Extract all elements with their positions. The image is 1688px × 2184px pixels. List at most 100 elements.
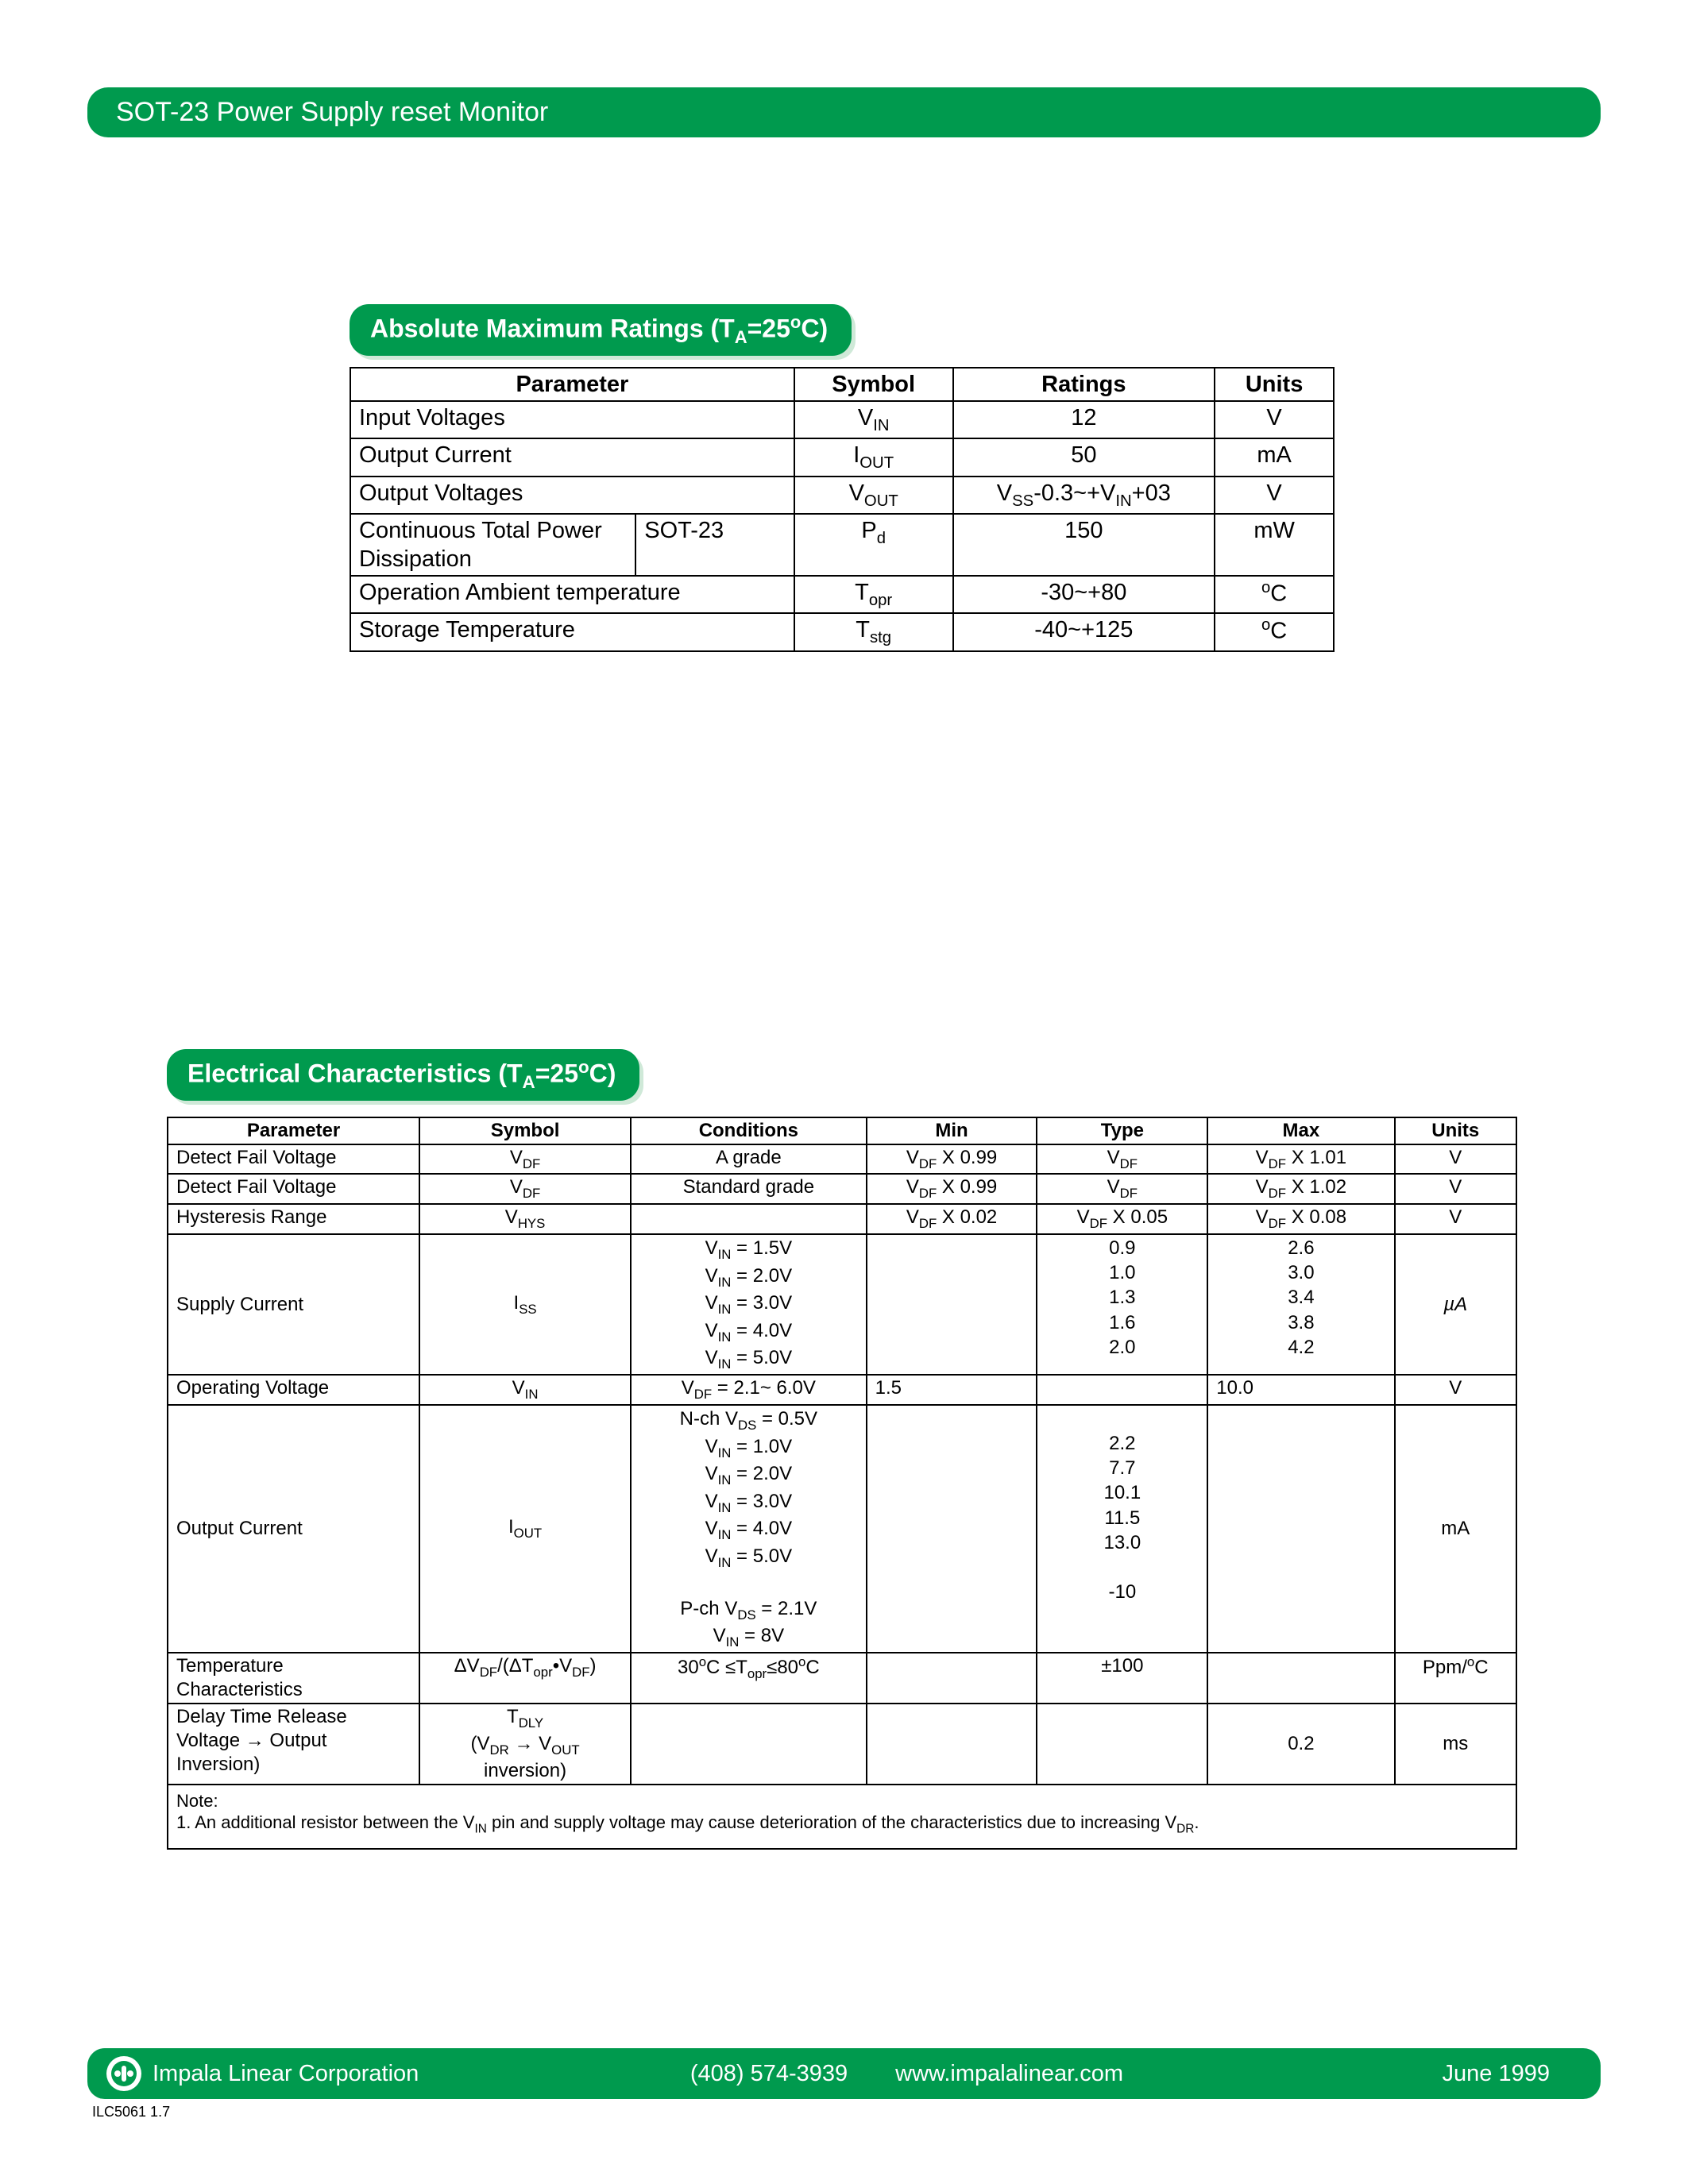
footer-url: www.impalalinear.com [895, 2061, 1123, 2087]
cell-unit: V [1395, 1375, 1517, 1405]
cell-symbol: IOUT [419, 1405, 631, 1653]
cell-min [867, 1405, 1037, 1653]
cell-symbol: VHYS [419, 1204, 631, 1234]
cell-max [1207, 1653, 1394, 1704]
company-name: Impala Linear Corporation [153, 2061, 419, 2087]
cell-symbol: VIN [794, 401, 953, 438]
cell-max: VDF X 1.02 [1207, 1174, 1394, 1204]
table-row: Continuous Total Power Dissipation SOT-2… [350, 514, 1334, 577]
cell-min [867, 1704, 1037, 1785]
cell-max: 0.2 [1207, 1704, 1394, 1785]
section2-header: Electrical Characteristics (TA=25oC) [167, 1049, 639, 1101]
cell-param: Storage Temperature [350, 613, 794, 650]
section1-header: Absolute Maximum Ratings (TA=25oC) [350, 304, 852, 356]
table-row: Operating Voltage VIN VDF = 2.1~ 6.0V 1.… [168, 1375, 1516, 1405]
footer-bar: Impala Linear Corporation (408) 574-3939… [87, 2048, 1601, 2099]
table2-container: Parameter Symbol Conditions Min Type Max… [167, 1117, 1601, 1850]
footer-company: Impala Linear Corporation [106, 2056, 419, 2091]
col-units: Units [1395, 1117, 1517, 1144]
section2-title-prefix: Electrical Characteristics (T [187, 1059, 523, 1087]
section2-title-sup: o [578, 1057, 589, 1077]
cell-param: Continuous Total Power Dissipation [350, 514, 635, 577]
page-title-bar: SOT-23 Power Supply reset Monitor [87, 87, 1601, 137]
col-conditions: Conditions [631, 1117, 867, 1144]
doc-code: ILC5061 1.7 [92, 2104, 1601, 2120]
note-cell: Note: 1. An additional resistor between … [168, 1785, 1516, 1849]
cell-unit: Ppm/oC [1395, 1653, 1517, 1704]
col-symbol: Symbol [794, 368, 953, 401]
cell-typ: 2.27.710.111.513.0-10 [1037, 1405, 1207, 1653]
cell-symbol: Topr [794, 576, 953, 613]
cell-param-sub: SOT-23 [635, 514, 794, 577]
section1-title-sup: o [790, 312, 801, 332]
section2-title-sub: A [523, 1072, 535, 1092]
note-row: Note: 1. An additional resistor between … [168, 1785, 1516, 1849]
cell-typ [1037, 1704, 1207, 1785]
page-number: 2 [1582, 2050, 1601, 2088]
col-max: Max [1207, 1117, 1394, 1144]
section2-title-suffix: C) [589, 1059, 616, 1087]
cell-cond: N-ch VDS = 0.5VVIN = 1.0VVIN = 2.0VVIN =… [631, 1405, 867, 1653]
col-parameter: Parameter [350, 368, 794, 401]
table-row: Detect Fail Voltage VDF A grade VDF X 0.… [168, 1144, 1516, 1175]
cell-unit: mW [1215, 514, 1334, 577]
note-label: Note: [176, 1790, 1508, 1812]
col-min: Min [867, 1117, 1037, 1144]
cell-unit: V [1215, 477, 1334, 514]
page-footer: Impala Linear Corporation (408) 574-3939… [87, 2048, 1601, 2120]
cell-unit: mA [1215, 438, 1334, 476]
cell-unit: V [1395, 1144, 1517, 1175]
cell-param: Operating Voltage [168, 1375, 419, 1405]
table-row: Output Voltages VOUT VSS-0.3~+VIN+03 V [350, 477, 1334, 514]
cell-typ: ±100 [1037, 1653, 1207, 1704]
table-header-row: Parameter Symbol Ratings Units [350, 368, 1334, 401]
cell-param: Output Voltages [350, 477, 794, 514]
section2-title-mid: =25 [535, 1059, 578, 1087]
section1-title-prefix: Absolute Maximum Ratings (T [370, 314, 735, 343]
cell-cond [631, 1204, 867, 1234]
cell-param: Supply Current [168, 1234, 419, 1375]
col-symbol: Symbol [419, 1117, 631, 1144]
cell-max: 10.0 [1207, 1375, 1394, 1405]
cell-param: Temperature Characteristics [168, 1653, 419, 1704]
table-row: Delay Time Release Voltage → Output Inve… [168, 1704, 1516, 1785]
cell-max: VDF X 1.01 [1207, 1144, 1394, 1175]
cell-symbol: VDF [419, 1174, 631, 1204]
footer-date: June 1999 [1443, 2061, 1550, 2087]
table-header-row: Parameter Symbol Conditions Min Type Max… [168, 1117, 1516, 1144]
table-row: Output Current IOUT 50 mA [350, 438, 1334, 476]
footer-phone: (408) 574-3939 [690, 2061, 848, 2087]
table-row: Operation Ambient temperature Topr -30~+… [350, 576, 1334, 613]
col-ratings: Ratings [953, 368, 1215, 401]
cell-param: Detect Fail Voltage [168, 1174, 419, 1204]
cell-unit: oC [1215, 613, 1334, 650]
cell-max: VDF X 0.08 [1207, 1204, 1394, 1234]
cell-symbol: TDLY(VDR → VOUT inversion) [419, 1704, 631, 1785]
cell-symbol: ISS [419, 1234, 631, 1375]
cell-param: Delay Time Release Voltage → Output Inve… [168, 1704, 419, 1785]
cell-min: VDF X 0.99 [867, 1174, 1037, 1204]
cell-typ: VDF [1037, 1144, 1207, 1175]
company-logo-icon [106, 2056, 141, 2091]
section1-title-suffix: C) [801, 314, 828, 343]
cell-unit: V [1215, 401, 1334, 438]
cell-rating: VSS-0.3~+VIN+03 [953, 477, 1215, 514]
cell-unit: ms [1395, 1704, 1517, 1785]
cell-cond [631, 1704, 867, 1785]
cell-min [867, 1653, 1037, 1704]
table-row: Input Voltages VIN 12 V [350, 401, 1334, 438]
cell-rating: 150 [953, 514, 1215, 577]
section1-title-mid: =25 [747, 314, 790, 343]
cell-cond: VIN = 1.5VVIN = 2.0VVIN = 3.0VVIN = 4.0V… [631, 1234, 867, 1375]
cell-cond: Standard grade [631, 1174, 867, 1204]
table-row: Hysteresis Range VHYS VDF X 0.02 VDF X 0… [168, 1204, 1516, 1234]
cell-unit: V [1395, 1204, 1517, 1234]
cell-param: Input Voltages [350, 401, 794, 438]
table-row: Storage Temperature Tstg -40~+125 oC [350, 613, 1334, 650]
table-row: Temperature Characteristics ΔVDF/(ΔTopr•… [168, 1653, 1516, 1704]
cell-typ: VDF X 0.05 [1037, 1204, 1207, 1234]
electrical-characteristics-table: Parameter Symbol Conditions Min Type Max… [167, 1117, 1517, 1850]
cell-cond: VDF = 2.1~ 6.0V [631, 1375, 867, 1405]
cell-min: VDF X 0.99 [867, 1144, 1037, 1175]
cell-param: Output Current [350, 438, 794, 476]
